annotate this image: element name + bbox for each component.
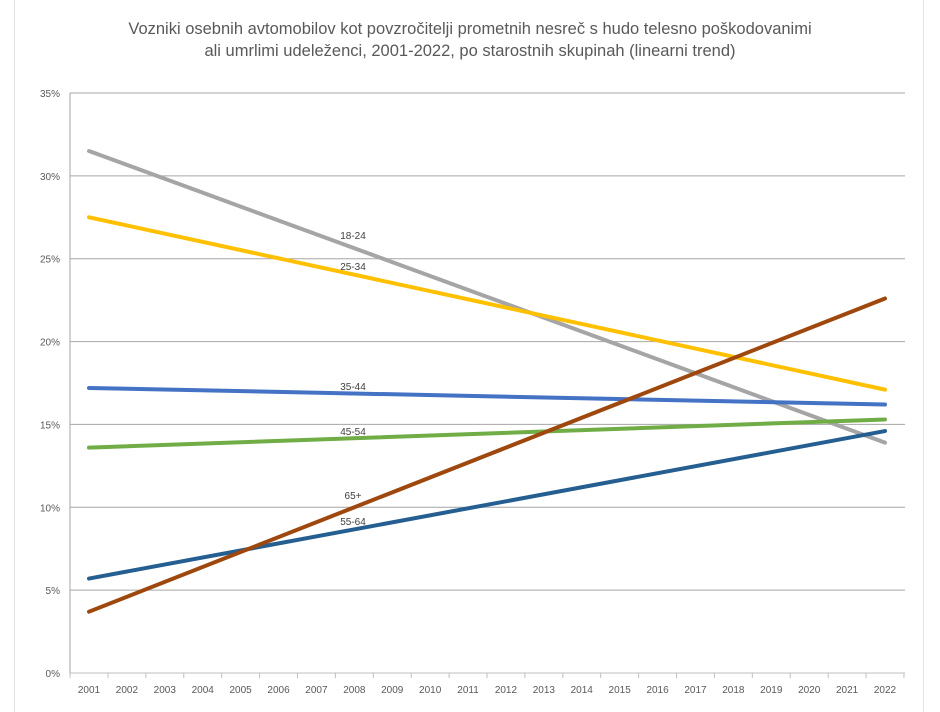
x-tick-label: 2012	[495, 685, 518, 696]
y-tick-label: 25%	[40, 255, 60, 266]
y-tick-label: 0%	[46, 669, 61, 680]
x-tick-label: 2001	[78, 685, 101, 696]
x-tick-label: 2019	[760, 685, 783, 696]
x-tick-label: 2013	[533, 685, 556, 696]
x-tick-label: 2006	[267, 685, 290, 696]
y-tick-label: 5%	[46, 586, 61, 597]
y-tick-label: 15%	[40, 420, 60, 431]
x-tick-label: 2007	[305, 685, 328, 696]
x-tick-label: 2021	[836, 685, 859, 696]
chart-title: Vozniki osebnih avtomobilov kot povzroči…	[0, 18, 940, 62]
chart-title-line2: ali umrlimi udeleženci, 2001-2022, po st…	[204, 42, 736, 60]
y-tick-label: 10%	[40, 503, 60, 514]
series-label-25-34: 25-34	[340, 262, 366, 273]
x-tick-label: 2022	[874, 685, 897, 696]
series-line-45-54	[87, 417, 887, 450]
x-tick-label: 2014	[571, 685, 594, 696]
x-tick-label: 2017	[684, 685, 707, 696]
chart-frame	[14, 0, 924, 712]
y-tick-label: 35%	[40, 89, 60, 100]
series-line-55-64	[87, 429, 887, 581]
series-line-65+	[87, 296, 887, 614]
y-tick-label: 20%	[40, 338, 60, 349]
x-tick-label: 2008	[343, 685, 366, 696]
x-tick-label: 2009	[381, 685, 404, 696]
x-tick-label: 2015	[609, 685, 632, 696]
series-label-45-54: 45-54	[340, 427, 366, 438]
x-tick-label: 2011	[457, 685, 479, 696]
x-tick-label: 2018	[722, 685, 745, 696]
series-label-65+: 65+	[345, 491, 362, 502]
x-tick-label: 2004	[192, 685, 215, 696]
x-tick-label: 2016	[646, 685, 669, 696]
series-line-18-24	[87, 149, 887, 445]
series-label-18-24: 18-24	[340, 231, 366, 242]
y-tick-label: 30%	[40, 172, 60, 183]
x-tick-label: 2010	[419, 685, 442, 696]
x-tick-label: 2003	[154, 685, 177, 696]
x-tick-label: 2002	[116, 685, 139, 696]
series-label-35-44: 35-44	[340, 382, 366, 393]
series-label-55-64: 55-64	[340, 517, 366, 528]
series-line-25-34	[87, 215, 887, 392]
x-tick-label: 2020	[798, 685, 821, 696]
chart-title-line1: Vozniki osebnih avtomobilov kot povzroči…	[128, 20, 812, 38]
x-tick-label: 2005	[229, 685, 252, 696]
series-line-35-44	[87, 385, 887, 407]
